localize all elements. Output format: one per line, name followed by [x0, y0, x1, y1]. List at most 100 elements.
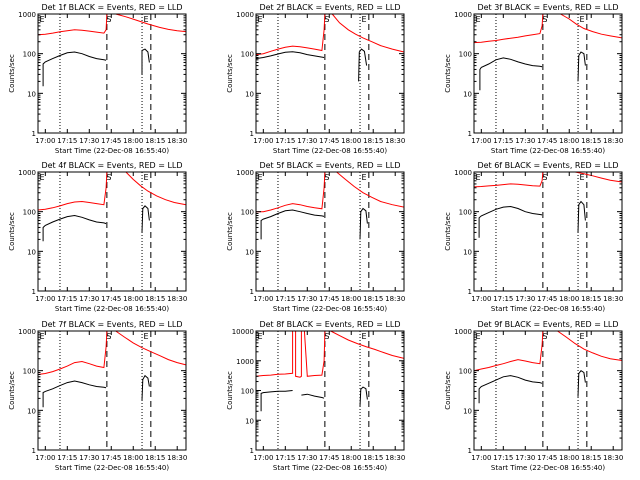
y-tick-label: 1: [250, 130, 254, 138]
x-tick-label: 18:30: [385, 295, 405, 303]
x-tick-label: 18:00: [559, 454, 579, 462]
events-series-line: [255, 51, 325, 60]
plot-frame: [473, 330, 623, 451]
start-marker-label: S: [324, 15, 329, 24]
events-series-line: [141, 205, 150, 233]
x-axis-label: Start Time (22-Dec-08 16:55:40): [491, 305, 605, 313]
y-tick-label: 100: [23, 209, 36, 217]
lld-series-line: [331, 13, 405, 53]
x-tick-label: 17:00: [471, 137, 491, 145]
x-axis-label: Start Time (22-Dec-08 16:55:40): [55, 147, 169, 155]
end-marker-label: E: [475, 332, 480, 341]
y-axis-label: Counts/sec: [8, 371, 16, 410]
end-marker-label: E: [362, 15, 367, 24]
y-axis-label: Counts/sec: [226, 212, 234, 251]
y-tick-label: 1: [468, 288, 472, 296]
x-tick-label: 18:15: [363, 137, 383, 145]
lld-series-line: [336, 171, 405, 208]
y-axis-label: Counts/sec: [444, 54, 452, 93]
y-tick-label: 100: [23, 368, 36, 376]
x-tick-label: 18:15: [145, 454, 165, 462]
end-marker-label: E: [362, 332, 367, 341]
end-marker-label: E: [475, 173, 480, 182]
x-tick-label: 17:45: [319, 295, 339, 303]
y-tick-label: 1000: [454, 328, 472, 336]
x-tick-label: 18:00: [123, 137, 143, 145]
lld-series-line: [115, 330, 187, 366]
y-tick-label: 1: [250, 447, 254, 455]
panel-det-2: Det 2f BLACK = Events, RED = LLD 17:00 17:…: [226, 3, 405, 155]
x-tick-label: 18:30: [603, 454, 623, 462]
y-tick-label: 100: [241, 51, 254, 59]
x-tick-label: 18:15: [581, 137, 601, 145]
x-tick-label: 17:15: [493, 295, 513, 303]
x-tick-label: 18:15: [363, 295, 383, 303]
x-tick-label: 17:15: [493, 454, 513, 462]
plot-frame: [255, 330, 405, 451]
end-marker-label: E: [580, 15, 585, 24]
events-series-line: [141, 48, 150, 75]
x-axis-label: Start Time (22-Dec-08 16:55:40): [55, 305, 169, 313]
start-marker-label: S: [542, 332, 547, 341]
lld-series-line: [557, 330, 623, 361]
y-axis-label: Counts/sec: [8, 212, 16, 251]
panel-title: Det 3f BLACK = Events, RED = LLD: [477, 3, 618, 12]
end-marker-label: E: [257, 332, 262, 341]
y-tick-label: 1000: [454, 11, 472, 19]
end-marker-label: E: [39, 15, 44, 24]
end-marker-label: E: [257, 15, 262, 24]
lld-series-line: [255, 330, 326, 378]
y-tick-label: 100: [459, 51, 472, 59]
x-tick-label: 17:00: [471, 454, 491, 462]
x-tick-label: 17:15: [57, 295, 77, 303]
x-tick-label: 17:30: [515, 454, 535, 462]
y-tick-label: 1: [468, 130, 472, 138]
x-tick-label: 17:00: [253, 295, 273, 303]
x-tick-label: 18:00: [341, 137, 361, 145]
events-series-line: [42, 51, 107, 87]
events-series-line: [479, 57, 543, 91]
y-tick-label: 1000: [18, 169, 36, 177]
x-tick-label: 18:00: [123, 454, 143, 462]
x-tick-label: 17:00: [253, 137, 273, 145]
lld-series-line: [115, 13, 187, 33]
y-tick-label: 10: [27, 90, 36, 98]
x-tick-label: 18:30: [167, 295, 187, 303]
x-tick-label: 17:00: [35, 454, 55, 462]
plot-frame: [473, 13, 623, 134]
end-marker-label: E: [144, 332, 149, 341]
x-tick-label: 17:45: [537, 137, 557, 145]
start-marker-label: S: [324, 173, 329, 182]
x-tick-label: 18:30: [385, 454, 405, 462]
panel-title: Det 2f BLACK = Events, RED = LLD: [259, 3, 400, 12]
x-tick-label: 18:30: [167, 137, 187, 145]
panel-title: Det 7f BLACK = Events, RED = LLD: [41, 320, 182, 329]
lld-series-line: [560, 13, 623, 39]
x-tick-label: 17:30: [297, 454, 317, 462]
x-tick-label: 18:00: [341, 454, 361, 462]
y-tick-label: 100: [459, 368, 472, 376]
events-series-line: [260, 390, 293, 412]
x-tick-label: 17:15: [493, 137, 513, 145]
lld-series-line: [256, 171, 326, 213]
x-tick-label: 17:30: [515, 137, 535, 145]
x-tick-label: 17:15: [57, 137, 77, 145]
end-marker-label: E: [362, 173, 367, 182]
y-tick-label: 10000: [232, 328, 254, 336]
x-tick-label: 17:45: [319, 137, 339, 145]
events-series-line: [478, 375, 543, 404]
y-tick-label: 10: [245, 417, 254, 425]
plot-frame: [37, 330, 187, 451]
start-marker-label: S: [106, 332, 111, 341]
lld-series-line: [125, 171, 187, 206]
y-axis-label: Counts/sec: [8, 54, 16, 93]
lld-series-line: [574, 171, 623, 183]
x-tick-label: 18:00: [559, 295, 579, 303]
x-tick-label: 18:00: [559, 137, 579, 145]
y-axis-label: Counts/sec: [444, 212, 452, 251]
